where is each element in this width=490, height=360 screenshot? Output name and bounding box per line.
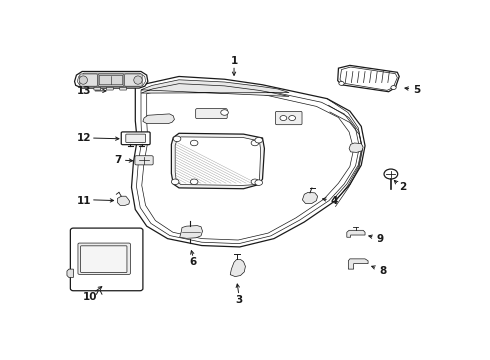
Circle shape: [220, 110, 228, 115]
FancyBboxPatch shape: [78, 243, 130, 274]
Polygon shape: [230, 260, 245, 276]
Circle shape: [190, 140, 198, 146]
Text: 5: 5: [413, 85, 420, 95]
Polygon shape: [172, 133, 265, 189]
Ellipse shape: [79, 76, 87, 84]
Circle shape: [251, 140, 259, 146]
Circle shape: [384, 169, 398, 179]
FancyBboxPatch shape: [106, 87, 113, 90]
Text: 4: 4: [331, 196, 339, 206]
FancyBboxPatch shape: [121, 132, 150, 145]
FancyBboxPatch shape: [120, 87, 126, 90]
Polygon shape: [131, 76, 365, 247]
Polygon shape: [180, 226, 202, 238]
FancyBboxPatch shape: [80, 74, 98, 86]
Polygon shape: [347, 230, 365, 237]
Text: 8: 8: [380, 266, 387, 276]
Circle shape: [280, 116, 287, 121]
Polygon shape: [349, 143, 363, 152]
FancyBboxPatch shape: [126, 134, 146, 143]
FancyBboxPatch shape: [135, 156, 153, 165]
Polygon shape: [67, 269, 74, 278]
FancyBboxPatch shape: [94, 87, 101, 90]
Polygon shape: [136, 81, 359, 244]
Text: 3: 3: [235, 294, 243, 305]
Polygon shape: [141, 80, 289, 96]
Circle shape: [255, 138, 263, 143]
FancyBboxPatch shape: [99, 75, 123, 85]
Polygon shape: [77, 73, 146, 87]
Text: 12: 12: [77, 133, 91, 143]
Polygon shape: [118, 196, 129, 205]
FancyBboxPatch shape: [124, 74, 142, 86]
Polygon shape: [348, 259, 368, 269]
Polygon shape: [338, 66, 399, 92]
Text: 11: 11: [77, 196, 91, 206]
FancyBboxPatch shape: [196, 109, 227, 118]
Circle shape: [255, 180, 263, 185]
Circle shape: [172, 179, 179, 185]
Text: 1: 1: [230, 56, 238, 66]
Text: 9: 9: [377, 234, 384, 244]
Polygon shape: [74, 72, 148, 88]
Polygon shape: [340, 67, 397, 90]
Circle shape: [289, 116, 295, 121]
Text: 2: 2: [399, 183, 407, 192]
Circle shape: [173, 136, 181, 141]
FancyBboxPatch shape: [81, 246, 127, 273]
Polygon shape: [175, 137, 261, 185]
Text: 6: 6: [190, 257, 197, 267]
Text: 7: 7: [114, 155, 121, 165]
Polygon shape: [142, 86, 354, 240]
Text: 10: 10: [82, 292, 97, 302]
Polygon shape: [143, 114, 174, 123]
FancyBboxPatch shape: [275, 111, 302, 125]
Circle shape: [391, 86, 396, 90]
FancyBboxPatch shape: [71, 228, 143, 291]
Text: 13: 13: [77, 86, 91, 96]
Circle shape: [339, 81, 344, 85]
Polygon shape: [302, 192, 318, 203]
Ellipse shape: [134, 76, 142, 84]
Circle shape: [190, 179, 198, 185]
Circle shape: [251, 179, 259, 185]
FancyBboxPatch shape: [98, 74, 124, 86]
